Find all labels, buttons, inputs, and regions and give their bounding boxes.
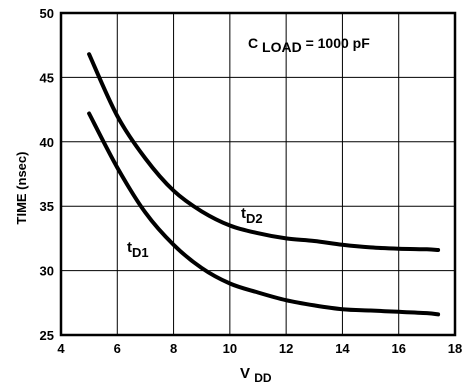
y-tick-label: 30 <box>40 264 54 279</box>
x-axis-title-sub: DD <box>254 371 272 382</box>
x-tick-label: 14 <box>335 341 350 356</box>
x-tick-label: 10 <box>223 341 237 356</box>
y-axis-ticks: 25 30 35 40 45 50 <box>40 6 54 343</box>
series-label-tD1: tD1 <box>127 239 149 260</box>
y-tick-label: 35 <box>40 199 54 214</box>
y-tick-label: 45 <box>40 70 54 85</box>
x-tick-label: 8 <box>170 341 177 356</box>
y-tick-label: 25 <box>40 328 54 343</box>
x-tick-label: 18 <box>448 341 462 356</box>
load-annotation-main: C <box>248 35 258 51</box>
x-axis-title: V DD <box>240 365 272 382</box>
series-group <box>87 52 441 317</box>
series-label-tD2: tD2 <box>241 205 263 226</box>
y-tick-label: 40 <box>40 135 54 150</box>
x-tick-label: 16 <box>391 341 405 356</box>
x-tick-label: 12 <box>279 341 293 356</box>
plot-frame <box>59 11 457 337</box>
grid <box>61 13 455 335</box>
x-axis-ticks: 4 6 8 10 12 14 16 18 <box>57 341 462 356</box>
y-axis-title: TIME (nsec) <box>14 152 29 225</box>
series-labels: tD2 tD1 <box>127 205 263 260</box>
x-tick-label: 4 <box>57 341 65 356</box>
load-annotation-sub: LOAD <box>262 39 302 55</box>
load-annotation: C LOAD = 1000 pF <box>248 35 370 55</box>
series-line-tD1 <box>87 111 441 317</box>
x-tick-label: 6 <box>114 341 121 356</box>
y-tick-label: 50 <box>40 6 54 21</box>
x-axis-title-main: V <box>240 365 250 382</box>
load-annotation-rest: = 1000 pF <box>306 35 371 51</box>
series-line-tD2 <box>87 52 441 252</box>
